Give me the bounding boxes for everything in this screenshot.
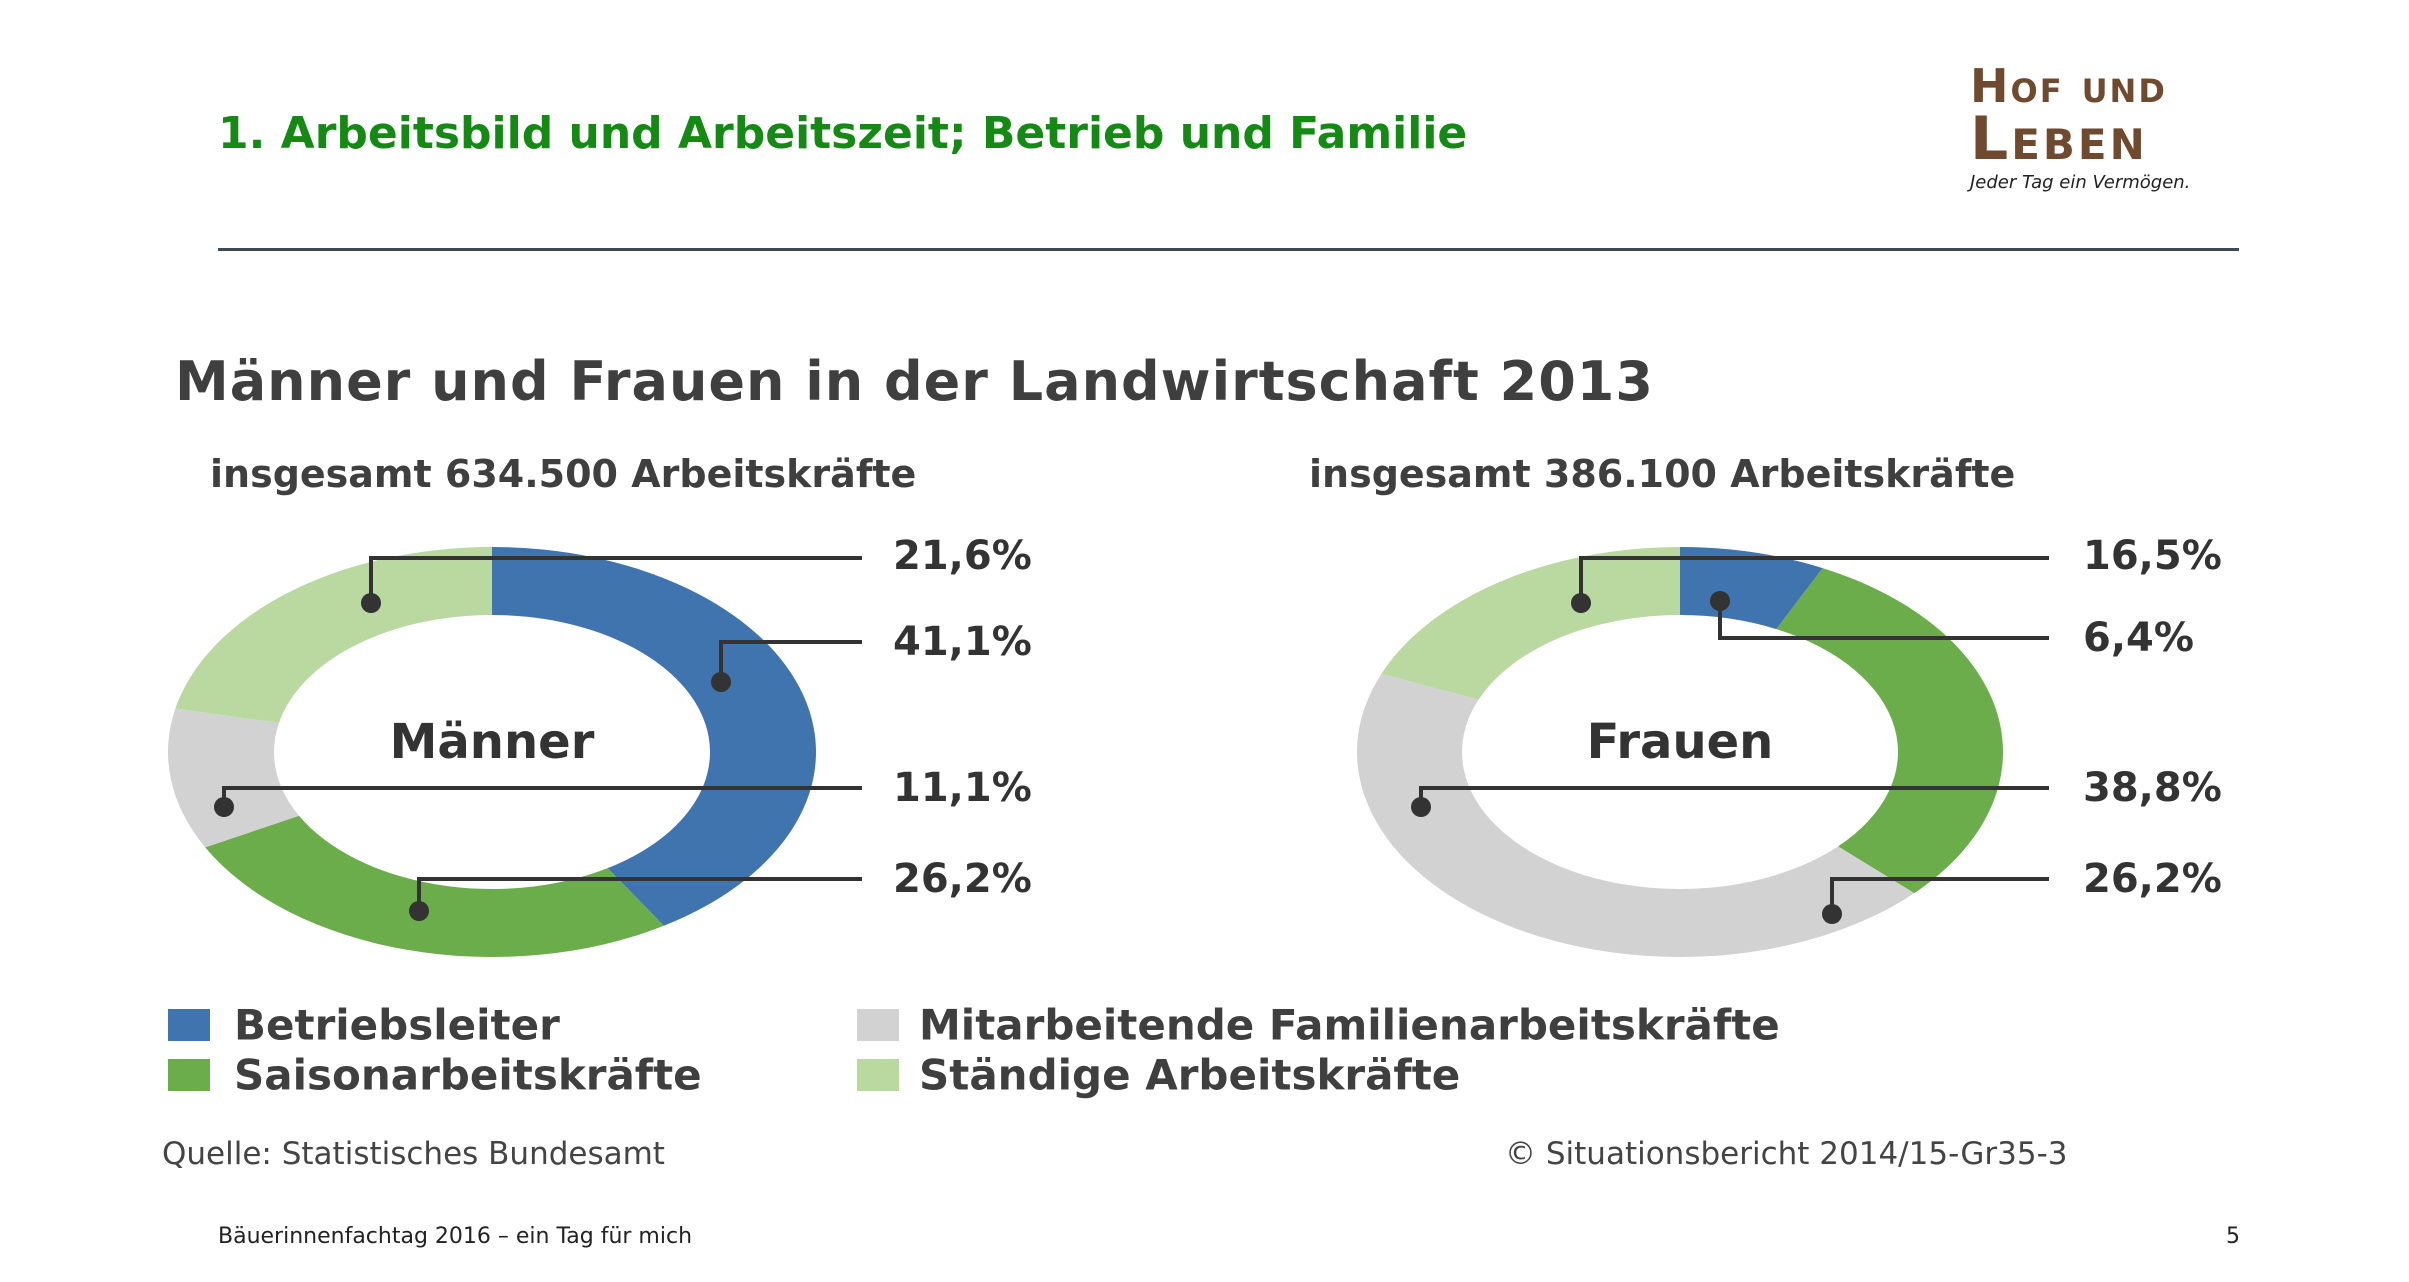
leader-line xyxy=(369,556,862,603)
subtitle-frauen: insgesamt 386.100 Arbeitskräfte xyxy=(1309,452,2016,496)
center-label-maenner: Männer xyxy=(389,714,595,770)
legend-label: Saisonarbeitskräfte xyxy=(234,1050,702,1100)
legend-label: Betriebsleiter xyxy=(234,1000,560,1050)
page-number: 5 xyxy=(2226,1224,2240,1249)
leader-line xyxy=(1830,877,2049,914)
data-label: 6,4% xyxy=(2083,615,2194,661)
data-label: 21,6% xyxy=(893,533,1032,579)
logo-line2: Leben xyxy=(1970,104,2148,174)
logo: Hof und Leben Jeder Tag ein Vermögen. xyxy=(1970,62,2235,193)
leader-dot xyxy=(214,797,234,817)
leader-dot xyxy=(711,672,731,692)
data-label: 38,8% xyxy=(2083,765,2222,811)
leader-dot xyxy=(1822,904,1842,924)
data-label: 41,1% xyxy=(893,619,1032,665)
donut-slice xyxy=(167,708,300,848)
chart-title: Männer und Frauen in der Landwirtschaft … xyxy=(175,350,1654,413)
logo-line1: Hof und xyxy=(1970,59,2167,113)
leader-line xyxy=(1579,556,2049,603)
slide-title: 1. Arbeitsbild und Arbeitszeit; Betrieb … xyxy=(218,108,1468,159)
legend-swatch-staendige xyxy=(857,1059,899,1091)
leader-dot xyxy=(361,593,381,613)
leader-dot xyxy=(1710,591,1730,611)
leader-line xyxy=(1718,601,2049,640)
legend-label: Mitarbeitende Familienarbeitskräfte xyxy=(919,1000,1780,1050)
source-note: Quelle: Statistisches Bundesamt xyxy=(162,1136,665,1172)
legend-label: Ständige Arbeitskräfte xyxy=(919,1050,1461,1100)
logo-tagline: Jeder Tag ein Vermögen. xyxy=(1970,172,2191,193)
leader-dot xyxy=(1571,593,1591,613)
donut-slice xyxy=(1381,547,1680,700)
donut-slice xyxy=(205,815,664,957)
footer-text: Bäuerinnenfachtag 2016 – ein Tag für mic… xyxy=(218,1224,693,1249)
leader-line xyxy=(719,640,862,682)
legend-swatch-saison xyxy=(168,1059,210,1091)
legend-swatch-familie xyxy=(857,1009,899,1041)
legend-swatch-betriebsleiter xyxy=(168,1009,210,1041)
donut-slice xyxy=(1776,568,2003,894)
divider xyxy=(218,248,2239,251)
subtitle-maenner: insgesamt 634.500 Arbeitskräfte xyxy=(210,452,917,496)
leader-dot xyxy=(409,901,429,921)
data-label: 16,5% xyxy=(2083,533,2222,579)
data-label: 26,2% xyxy=(893,856,1032,902)
leader-line xyxy=(417,877,862,911)
donut-slice xyxy=(1357,673,1915,957)
data-label: 11,1% xyxy=(893,765,1032,811)
donut-slice xyxy=(175,547,493,723)
copyright-note: © Situationsbericht 2014/15-Gr35-3 xyxy=(1505,1136,2068,1172)
center-label-frauen: Frauen xyxy=(1586,714,1774,770)
data-label: 26,2% xyxy=(2083,856,2222,902)
leader-dot xyxy=(1411,797,1431,817)
